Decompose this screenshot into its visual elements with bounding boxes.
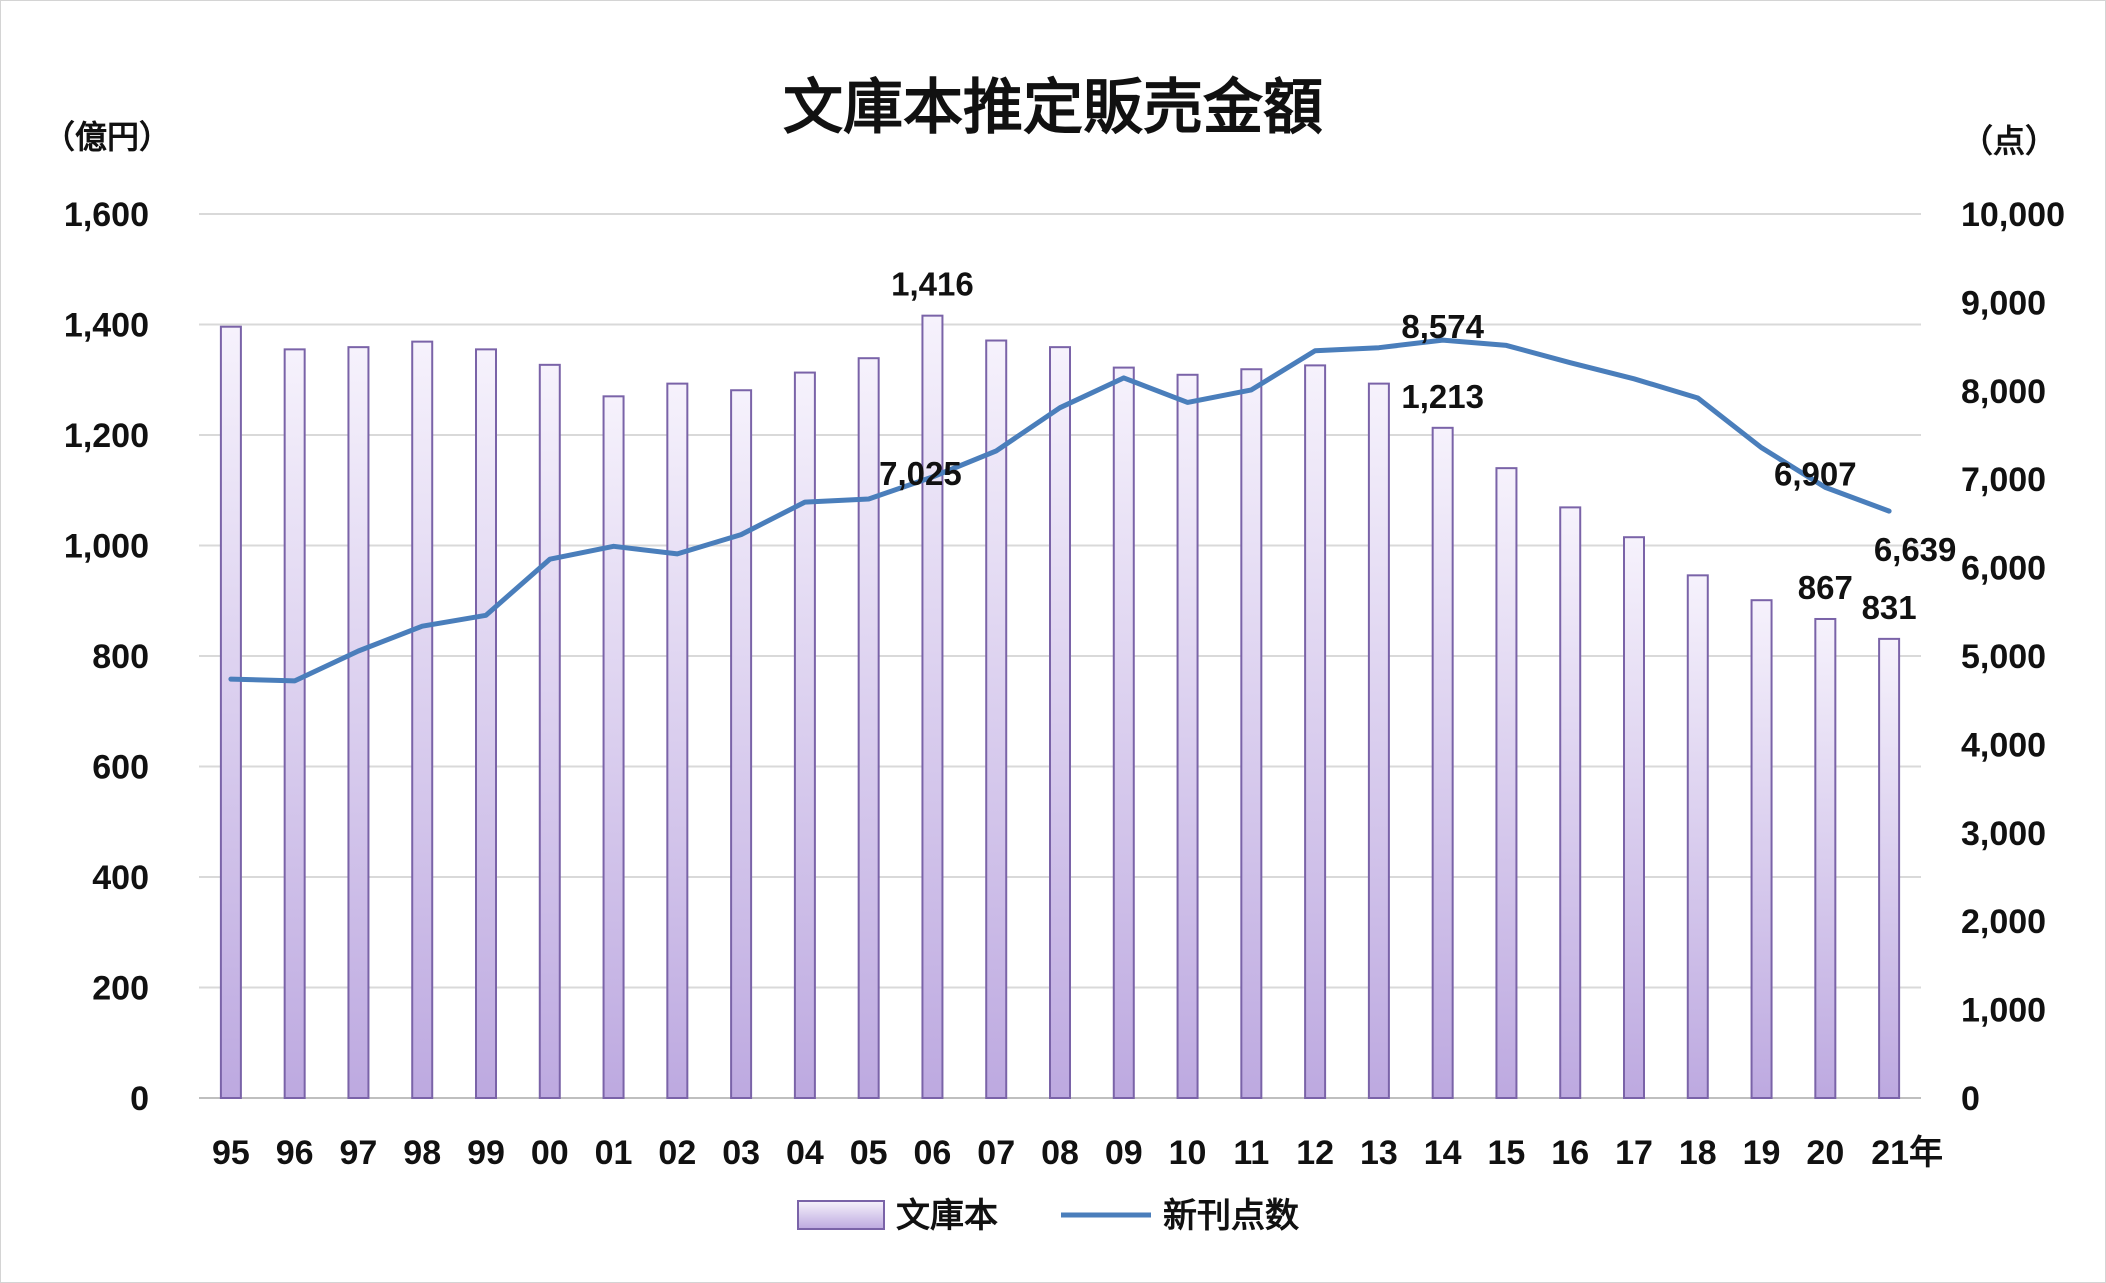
bar — [411, 340, 434, 1099]
bar — [730, 389, 753, 1099]
legend-swatch-bar — [797, 1200, 885, 1230]
bar — [1495, 467, 1518, 1099]
x-tick-label: 98 — [403, 1134, 441, 1172]
x-tick-label: 11 — [1233, 1134, 1269, 1172]
right-tick-label: 0 — [1961, 1080, 1980, 1118]
data-label: 1,416 — [891, 266, 974, 303]
bar — [1240, 368, 1263, 1099]
x-tick-label: 16 — [1551, 1134, 1589, 1172]
left-tick-label: 1,200 — [64, 417, 149, 455]
x-tick-label: 10 — [1169, 1134, 1207, 1172]
legend-label: 文庫本 — [896, 1197, 998, 1235]
data-label: 8,574 — [1401, 308, 1484, 345]
bar — [475, 348, 497, 1099]
left-tick-label: 1,600 — [64, 196, 149, 234]
data-label: 831 — [1862, 589, 1917, 626]
bar — [666, 382, 689, 1099]
bar — [1049, 346, 1071, 1099]
right-tick-label: 8,000 — [1961, 373, 2046, 411]
bar — [1814, 617, 1837, 1099]
x-tick-label: 09 — [1105, 1134, 1143, 1172]
x-tick-label: 18 — [1679, 1134, 1717, 1172]
x-tick-label: 19 — [1743, 1134, 1781, 1172]
right-tick-label: 7,000 — [1961, 461, 2046, 499]
series-line — [228, 337, 1892, 684]
x-tick-label: 21年 — [1871, 1134, 1943, 1172]
bar — [1367, 382, 1390, 1099]
left-tick-label: 1,000 — [64, 528, 149, 566]
x-tick-label: 96 — [276, 1134, 314, 1172]
bar — [1112, 366, 1135, 1100]
x-tick-label: 13 — [1360, 1134, 1398, 1172]
bar-series — [219, 314, 1901, 1100]
left-tick-label: 1,400 — [64, 307, 149, 345]
x-tick-label: 05 — [850, 1134, 888, 1172]
bar — [1623, 536, 1645, 1099]
data-label: 6,907 — [1774, 455, 1857, 492]
right-tick-label: 3,000 — [1961, 815, 2046, 853]
left-tick-label: 800 — [92, 638, 149, 676]
bar — [219, 325, 242, 1099]
left-tick-label: 0 — [130, 1080, 149, 1118]
x-tick-label: 06 — [914, 1134, 952, 1172]
data-label: 6,639 — [1874, 531, 1957, 568]
right-axis-unit: （点） — [1961, 123, 2057, 159]
x-tick-label: 08 — [1041, 1134, 1079, 1172]
axis-ticks: 02004006008001,0001,2001,4001,60001,0002… — [64, 196, 2065, 1172]
bar — [857, 357, 880, 1099]
x-tick-label: 99 — [467, 1134, 505, 1172]
bar — [985, 339, 1008, 1099]
left-tick-label: 600 — [92, 749, 149, 787]
bar — [921, 314, 944, 1100]
chart-title: 文庫本推定販売金額 — [783, 74, 1323, 141]
x-tick-label: 04 — [786, 1134, 824, 1172]
right-tick-label: 5,000 — [1961, 638, 2046, 676]
x-tick-label: 15 — [1488, 1134, 1526, 1172]
bar — [1750, 599, 1773, 1099]
right-tick-label: 10,000 — [1961, 196, 2065, 234]
legend-label: 新刊点数 — [1163, 1197, 1299, 1235]
data-label: 1,213 — [1401, 378, 1484, 415]
bar — [1686, 574, 1709, 1099]
data-label: 867 — [1798, 569, 1853, 606]
bar — [347, 346, 370, 1099]
x-tick-label: 02 — [658, 1134, 696, 1172]
right-tick-label: 2,000 — [1961, 903, 2046, 941]
right-tick-label: 1,000 — [1961, 992, 2046, 1030]
bar — [1559, 506, 1582, 1099]
legend: 文庫本 新刊点数 — [797, 1197, 1299, 1235]
left-tick-label: 200 — [92, 970, 149, 1008]
bar — [538, 363, 561, 1099]
line-series — [228, 337, 1892, 684]
left-tick-label: 400 — [92, 859, 149, 897]
left-axis-unit: （億円） — [43, 119, 171, 155]
right-tick-label: 6,000 — [1961, 550, 2046, 588]
bar — [1431, 426, 1454, 1099]
x-tick-label: 07 — [977, 1134, 1015, 1172]
data-label: 7,025 — [879, 455, 962, 492]
x-tick-label: 95 — [212, 1134, 250, 1172]
x-tick-label: 20 — [1806, 1134, 1844, 1172]
bar — [1878, 637, 1901, 1099]
right-tick-label: 9,000 — [1961, 284, 2046, 322]
x-tick-label: 00 — [531, 1134, 569, 1172]
x-tick-label: 97 — [340, 1134, 378, 1172]
bar — [602, 395, 625, 1099]
bar — [283, 348, 306, 1099]
x-tick-label: 17 — [1615, 1134, 1653, 1172]
bar — [1176, 373, 1199, 1099]
x-tick-label: 14 — [1424, 1134, 1462, 1172]
x-tick-label: 03 — [722, 1134, 760, 1172]
bar — [793, 371, 816, 1099]
x-tick-label: 12 — [1296, 1134, 1334, 1172]
right-tick-label: 4,000 — [1961, 726, 2046, 764]
x-tick-label: 01 — [595, 1134, 633, 1172]
bar — [1304, 364, 1327, 1099]
